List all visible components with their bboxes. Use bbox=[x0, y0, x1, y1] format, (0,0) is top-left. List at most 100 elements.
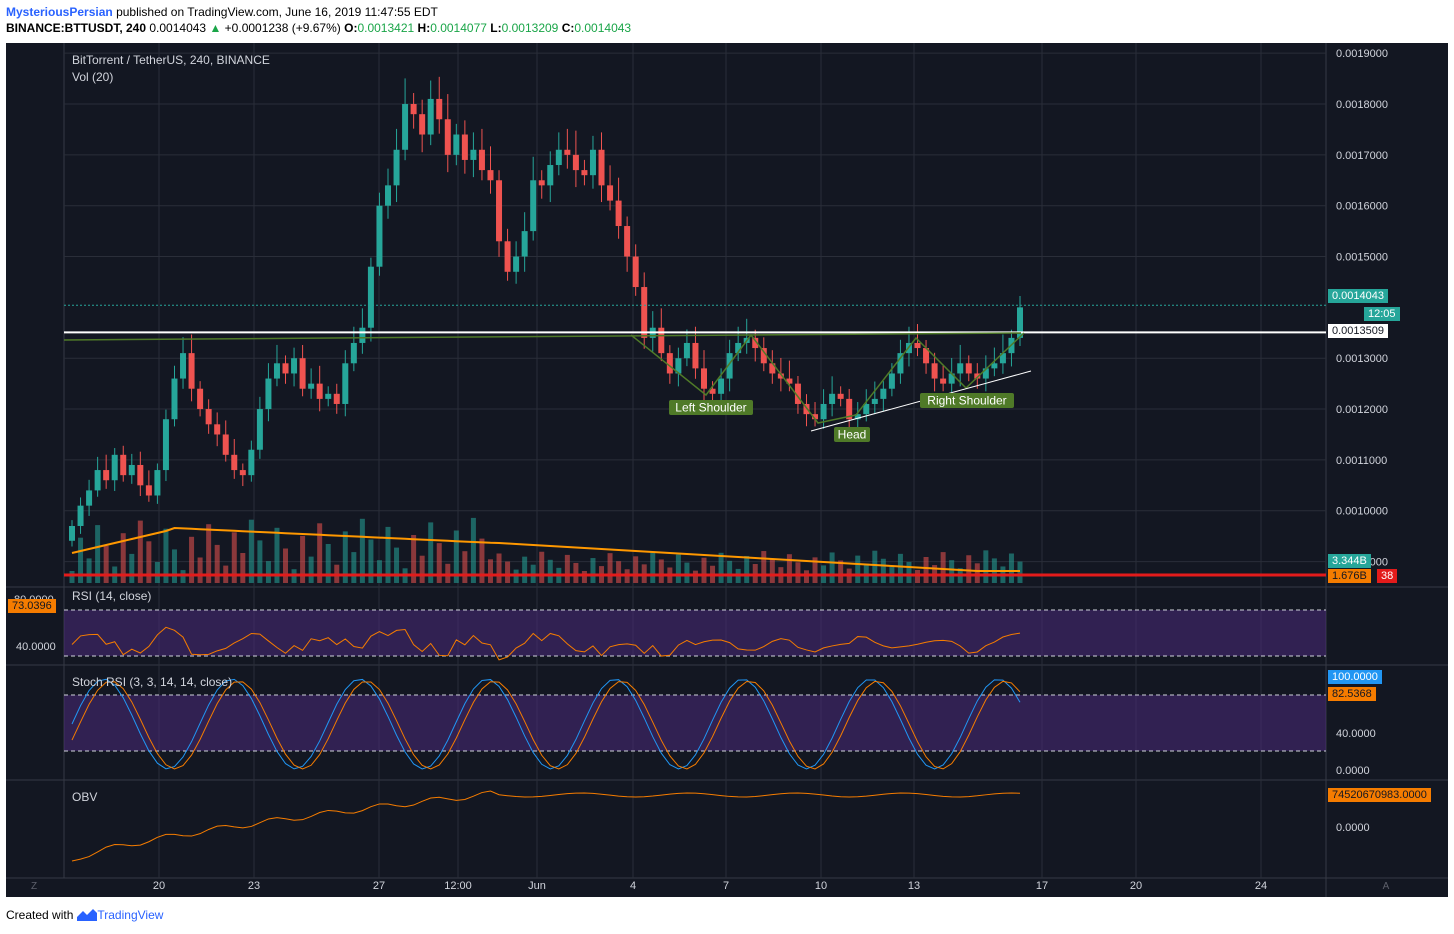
header-line-1: MysteriousPersian published on TradingVi… bbox=[6, 4, 631, 20]
time-tick-label: 24 bbox=[1255, 880, 1267, 892]
volume-bar bbox=[154, 562, 160, 583]
high-value: 0.0014077 bbox=[430, 21, 487, 35]
candle-body bbox=[846, 398, 853, 420]
left-shoulder-label: Left Shoulder bbox=[675, 401, 746, 415]
candle-body bbox=[675, 358, 682, 374]
candle-body bbox=[504, 241, 511, 272]
neckline bbox=[63, 332, 1022, 341]
volume-bar bbox=[180, 570, 186, 583]
volume-bar bbox=[453, 530, 459, 583]
vol-legend: Vol (20) bbox=[72, 70, 114, 84]
volume-bar bbox=[189, 536, 195, 583]
candle-body bbox=[367, 266, 374, 328]
volume-bar bbox=[1008, 553, 1014, 583]
volume-bar bbox=[86, 558, 92, 583]
volume-bar bbox=[522, 556, 528, 583]
volume-bar bbox=[872, 550, 878, 583]
created-with-text: Created with bbox=[6, 908, 74, 922]
volume-bar bbox=[359, 518, 365, 583]
candle-body bbox=[154, 470, 161, 496]
volume-bar bbox=[385, 526, 391, 583]
candle-body bbox=[794, 383, 801, 404]
volume-bar bbox=[744, 555, 750, 583]
volume-bar bbox=[317, 523, 323, 583]
candle-body bbox=[581, 170, 588, 176]
candle-body bbox=[564, 149, 571, 155]
candle-body bbox=[931, 363, 938, 379]
high-label: H: bbox=[417, 21, 431, 35]
chart-area[interactable]: 0.0019000 0.0018000 0.0017000 0.0016000 0.00… bbox=[6, 43, 1448, 897]
volume-bar bbox=[761, 551, 767, 583]
obv-line bbox=[71, 790, 1021, 862]
volume-ma-line bbox=[71, 526, 1020, 572]
candle-body bbox=[530, 180, 537, 232]
time-tick-label: 23 bbox=[248, 880, 260, 892]
price-tick-label: 0.0011000 bbox=[1336, 455, 1387, 467]
candle-body bbox=[957, 363, 964, 374]
candle-body bbox=[308, 383, 315, 389]
volume-bar bbox=[342, 531, 348, 583]
candle-body bbox=[410, 104, 417, 115]
countdown-label: 12:05 bbox=[1364, 307, 1400, 321]
volume-bar bbox=[462, 551, 468, 583]
time-tick-label: 17 bbox=[1036, 880, 1048, 892]
candle-body bbox=[521, 231, 528, 257]
candle-body bbox=[436, 98, 443, 120]
tradingview-logo[interactable]: TradingView bbox=[77, 908, 163, 922]
volume-bar bbox=[701, 557, 707, 583]
volume-bar bbox=[419, 555, 425, 583]
tradingview-logo-icon bbox=[77, 909, 98, 921]
volume-bar bbox=[547, 559, 553, 583]
author-link[interactable]: MysteriousPersian bbox=[6, 5, 113, 19]
candle-body bbox=[453, 134, 460, 155]
line-price-label: 0.0013509 bbox=[1328, 324, 1388, 338]
rsi-legend: RSI (14, close) bbox=[72, 589, 152, 603]
volume-bar bbox=[923, 557, 929, 583]
candle-body bbox=[231, 454, 238, 471]
volume-bar bbox=[795, 562, 801, 583]
candle-body bbox=[282, 363, 289, 374]
candle-body bbox=[222, 434, 229, 455]
volume-bar bbox=[300, 535, 306, 583]
candle-body bbox=[547, 165, 554, 186]
low-value: 0.0013209 bbox=[501, 21, 559, 35]
volume-bar bbox=[906, 561, 912, 583]
open-value: 0.0013421 bbox=[357, 21, 415, 35]
candle-body bbox=[419, 114, 426, 135]
chart-svg[interactable]: 0.0019000 0.0018000 0.0017000 0.0016000 0.00… bbox=[6, 43, 1448, 897]
candle-body bbox=[538, 180, 545, 186]
candle-body bbox=[854, 414, 861, 420]
candle-body bbox=[974, 373, 981, 379]
candle-body bbox=[812, 414, 819, 420]
volume-bar bbox=[496, 553, 502, 583]
price-tick-label: 0.0019000 bbox=[1336, 48, 1388, 60]
volume-bar bbox=[129, 553, 135, 583]
volume-bar bbox=[718, 552, 724, 583]
candle-body bbox=[1017, 307, 1023, 338]
price-tick-label: 0.0018000 bbox=[1336, 99, 1388, 111]
volume-bar bbox=[103, 545, 109, 583]
candle-body bbox=[137, 464, 144, 486]
last-price-label: 0.0014043 bbox=[1328, 289, 1388, 303]
volume-bar bbox=[564, 554, 570, 583]
candle-body bbox=[624, 226, 631, 257]
volume-bar bbox=[692, 570, 698, 583]
symbol-text: BINANCE:BTTUSDT, 240 bbox=[6, 21, 147, 35]
candle-body bbox=[427, 98, 434, 135]
price-tick-label: 0.0017000 bbox=[1336, 150, 1388, 162]
candle-body bbox=[948, 373, 955, 384]
price-tick-label: 0.0013000 bbox=[1336, 353, 1388, 365]
candle-body bbox=[478, 149, 485, 171]
stoch-d-label: 82.5368 bbox=[1328, 687, 1376, 701]
stoch-k-label: 100.0000 bbox=[1328, 670, 1382, 684]
volume-bar bbox=[325, 544, 331, 583]
stoch-axis-40: 40.0000 bbox=[1336, 728, 1376, 740]
volume-bar bbox=[240, 553, 246, 583]
candle-body bbox=[171, 378, 178, 420]
volume-bar bbox=[283, 548, 289, 583]
candle-body bbox=[180, 353, 187, 379]
volume-bar bbox=[163, 528, 169, 583]
volume-bar bbox=[351, 552, 357, 583]
candle-body bbox=[496, 180, 503, 242]
volume-bar bbox=[786, 554, 792, 583]
